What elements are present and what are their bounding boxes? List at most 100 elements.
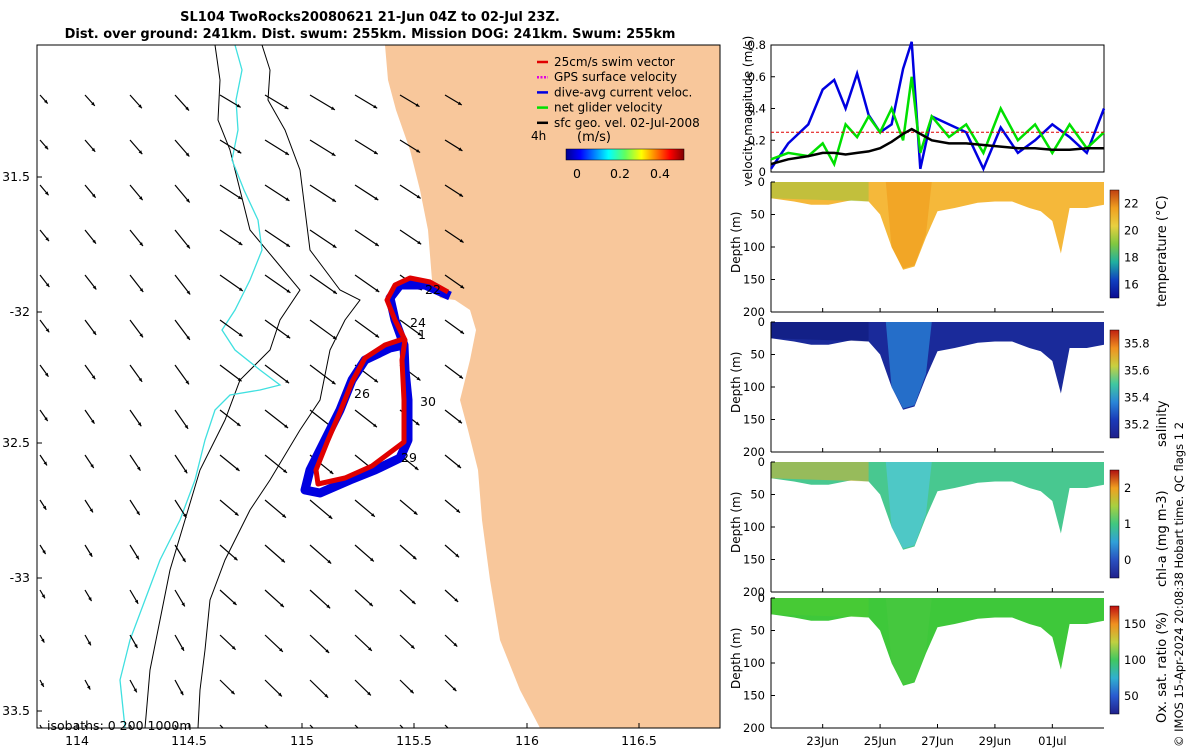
current-arrow	[399, 229, 422, 245]
current-arrow	[354, 679, 372, 696]
section-panel-chl-a: 0 50 100 150 200 Depth (m) 0 1 2 chl-a (mg m-3)	[729, 455, 1170, 599]
isobaths-label: isobaths: 0 200 1000m	[47, 718, 192, 733]
current-arrow	[219, 589, 237, 606]
current-arrow	[444, 94, 463, 106]
current-arrow	[84, 319, 97, 336]
colorbar-tick-label: 0.2	[610, 166, 630, 181]
colorbar-tick-label: 35.2	[1124, 418, 1150, 432]
depth-tick-label: 150	[743, 553, 765, 567]
land-area	[385, 45, 720, 728]
current-arrow	[399, 679, 415, 694]
legend-item: sfc geo. vel. 02-Jul-2008	[537, 116, 700, 130]
legend-label: GPS surface velocity	[554, 70, 677, 84]
current-arrow	[444, 319, 465, 335]
colorbar-tick-label: 50	[1124, 689, 1139, 703]
section-panel-temperature: 0 50 100 150 200 Depth (m) 16 18 20 22 temperature…	[729, 175, 1170, 319]
section-shelf	[771, 182, 869, 202]
colorbar-tick-label: 18	[1124, 251, 1139, 265]
current-arrow	[129, 544, 140, 560]
depth-tick-label: 0	[758, 591, 765, 605]
current-arrow	[264, 319, 291, 339]
colorbar-tick-label: 35.6	[1124, 364, 1150, 378]
current-arrow	[309, 274, 338, 295]
time-tick-label: 27Jun	[921, 734, 954, 748]
current-arrow	[309, 634, 330, 654]
current-arrow	[264, 274, 291, 294]
section-feature	[885, 598, 932, 685]
legend-label: sfc geo. vel. 02-Jul-2008	[554, 116, 700, 130]
current-arrow	[399, 499, 418, 516]
map-x-tick-label: 114	[65, 733, 89, 748]
depth-tick-label: 50	[750, 208, 765, 222]
current-arrow	[444, 139, 463, 152]
current-arrow	[309, 229, 337, 249]
current-arrow	[174, 184, 191, 203]
current-arrow	[399, 139, 421, 153]
current-arrow	[354, 499, 376, 518]
current-arrow	[174, 634, 185, 652]
current-arrow	[354, 409, 378, 428]
current-arrow	[354, 634, 373, 652]
colorbar-tick-label: 2	[1124, 481, 1131, 495]
current-arrow	[129, 679, 138, 693]
velocity-tick-label: 0.6	[748, 70, 766, 84]
current-arrow	[84, 229, 97, 244]
legend-item: GPS surface velocity	[537, 70, 677, 84]
current-arrow	[264, 409, 289, 429]
current-arrow	[84, 184, 97, 199]
credit-text: © IMOS 15-Apr-2024 20:08:38 Hobart time.…	[1172, 421, 1186, 747]
colorbar-tick-label: 16	[1124, 278, 1139, 292]
current-arrow	[219, 544, 238, 561]
map-x-tick-label: 114.5	[171, 733, 207, 748]
current-arrow	[444, 229, 464, 243]
depth-tick-label: 100	[743, 240, 765, 254]
depth-tick-label: 200	[743, 305, 765, 319]
current-arrow	[309, 499, 333, 520]
current-arrow	[444, 454, 462, 469]
map-y-tick-label: 32.5	[2, 435, 30, 450]
colorbar-label: chl-a (mg m-3)	[1155, 490, 1170, 587]
current-arrow	[219, 94, 241, 108]
current-arrow	[174, 364, 190, 385]
current-vector-field	[39, 94, 465, 728]
current-arrow	[219, 139, 242, 154]
current-arrow	[444, 679, 457, 692]
current-arrow	[39, 139, 49, 150]
current-arrow	[399, 544, 417, 560]
velocity-series-line	[769, 41, 1106, 172]
track-day-label: 24	[410, 315, 426, 330]
current-arrow	[129, 409, 142, 427]
current-arrow	[219, 679, 236, 695]
current-arrow	[174, 274, 191, 295]
section-colorbar	[1109, 469, 1120, 579]
current-arrow	[219, 364, 242, 382]
section-colorbar	[1109, 605, 1120, 715]
colorbar-tick-label: 1	[1124, 517, 1131, 531]
current-arrow	[129, 499, 141, 516]
current-arrow	[174, 139, 190, 157]
current-arrow	[354, 319, 380, 338]
current-arrow	[129, 274, 144, 293]
colorbar-title: (m/s)	[577, 130, 611, 145]
section-fill	[771, 322, 1104, 410]
current-arrow	[84, 409, 95, 425]
depth-tick-label: 0	[758, 175, 765, 189]
depth-axis-label: Depth (m)	[729, 492, 743, 553]
colorbar-tick-label: 20	[1124, 224, 1139, 238]
current-arrow	[129, 184, 144, 201]
current-arrow	[354, 139, 379, 155]
colorbar-tick-label: 150	[1124, 617, 1146, 631]
current-arrow	[264, 184, 290, 202]
current-arrow	[84, 364, 96, 380]
colorbar-tick-label: 22	[1124, 197, 1139, 211]
current-arrow	[174, 94, 190, 111]
current-arrow	[174, 229, 191, 249]
current-arrow	[174, 319, 191, 341]
current-arrow	[309, 139, 336, 157]
current-arrow	[84, 634, 92, 646]
isobath-200	[197, 45, 361, 728]
current-arrow	[354, 94, 378, 109]
current-arrow	[354, 589, 374, 607]
